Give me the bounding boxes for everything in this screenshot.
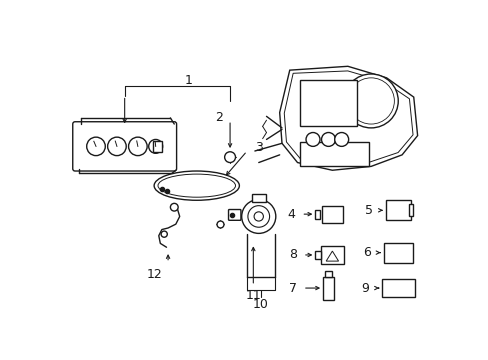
FancyBboxPatch shape bbox=[381, 279, 414, 297]
Circle shape bbox=[86, 137, 105, 156]
Ellipse shape bbox=[158, 174, 235, 197]
FancyBboxPatch shape bbox=[299, 142, 368, 166]
Text: 10: 10 bbox=[253, 298, 268, 311]
Circle shape bbox=[161, 231, 167, 237]
FancyBboxPatch shape bbox=[315, 251, 320, 259]
Circle shape bbox=[128, 137, 147, 156]
FancyBboxPatch shape bbox=[315, 210, 319, 219]
Text: 7: 7 bbox=[288, 282, 296, 294]
Circle shape bbox=[254, 212, 263, 221]
Circle shape bbox=[321, 132, 335, 147]
FancyBboxPatch shape bbox=[251, 194, 265, 202]
FancyBboxPatch shape bbox=[321, 206, 343, 222]
Circle shape bbox=[305, 132, 319, 147]
Text: 6: 6 bbox=[363, 246, 370, 259]
FancyBboxPatch shape bbox=[324, 271, 332, 277]
Circle shape bbox=[343, 74, 397, 128]
Text: 9: 9 bbox=[361, 282, 369, 294]
Polygon shape bbox=[325, 251, 338, 261]
Text: 4: 4 bbox=[287, 208, 295, 221]
FancyBboxPatch shape bbox=[408, 204, 412, 216]
Ellipse shape bbox=[154, 171, 239, 200]
Text: 5: 5 bbox=[364, 204, 372, 217]
Text: 11: 11 bbox=[245, 289, 261, 302]
Circle shape bbox=[107, 137, 126, 156]
FancyBboxPatch shape bbox=[320, 246, 343, 264]
Text: 1: 1 bbox=[184, 74, 193, 87]
FancyBboxPatch shape bbox=[299, 80, 356, 126]
Circle shape bbox=[170, 203, 178, 211]
Circle shape bbox=[247, 206, 269, 227]
Circle shape bbox=[224, 152, 235, 163]
Polygon shape bbox=[284, 71, 412, 166]
Circle shape bbox=[334, 132, 348, 147]
Text: 12: 12 bbox=[146, 268, 162, 281]
Circle shape bbox=[347, 78, 393, 124]
Circle shape bbox=[148, 139, 163, 153]
Text: 2: 2 bbox=[215, 111, 223, 123]
Text: 3: 3 bbox=[254, 141, 262, 154]
FancyBboxPatch shape bbox=[385, 200, 410, 220]
Polygon shape bbox=[279, 66, 417, 170]
Circle shape bbox=[241, 199, 275, 233]
Polygon shape bbox=[152, 141, 162, 152]
Text: 8: 8 bbox=[288, 248, 296, 261]
FancyBboxPatch shape bbox=[228, 210, 241, 220]
FancyBboxPatch shape bbox=[323, 276, 333, 300]
FancyBboxPatch shape bbox=[383, 243, 412, 263]
FancyBboxPatch shape bbox=[73, 122, 176, 171]
